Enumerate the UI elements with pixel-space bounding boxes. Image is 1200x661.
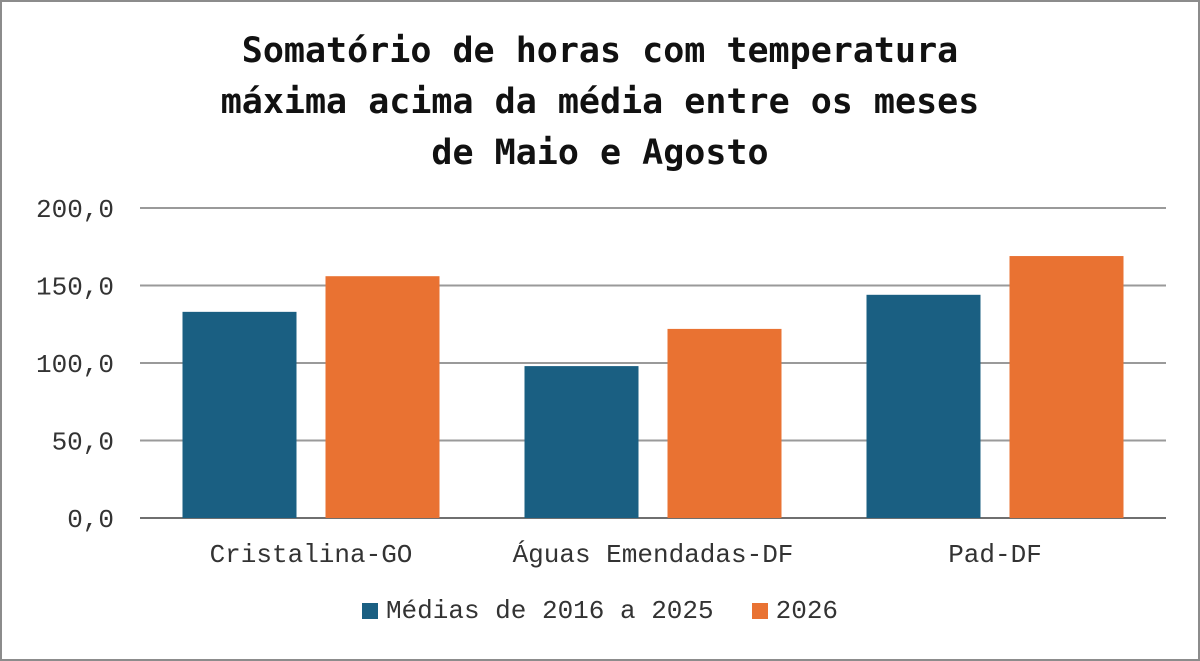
x-axis-categories: Cristalina-GO Águas Emendadas-DF Pad-DF <box>210 540 1042 570</box>
y-tick-label: 100,0 <box>36 350 114 380</box>
bar-series-1 <box>524 366 639 518</box>
bar-series-2 <box>1009 256 1124 518</box>
legend-swatch-series-2 <box>751 603 768 619</box>
bar-series-2 <box>667 328 782 518</box>
chart-title: Somatório de horas com temperatura máxim… <box>220 31 980 173</box>
x-category-label: Pad-DF <box>948 540 1042 570</box>
bar-series-2 <box>325 276 440 518</box>
legend-swatch-series-1 <box>361 603 378 619</box>
y-tick-label: 50,0 <box>52 428 114 458</box>
y-tick-label: 150,0 <box>36 273 114 303</box>
y-tick-label: 0,0 <box>67 505 114 535</box>
legend-label-series-2: 2026 <box>775 596 839 626</box>
gridlines <box>140 207 1166 519</box>
y-tick-label: 200,0 <box>36 195 114 225</box>
x-category-label: Águas Emendadas-DF <box>513 540 794 570</box>
legend-label-series-1: Médias de 2016 a 2025 <box>385 596 714 626</box>
legend: Médias de 2016 a 2025 2026 <box>2 596 1198 626</box>
bar-series-1 <box>182 311 297 518</box>
x-category-label: Cristalina-GO <box>210 540 413 570</box>
bar-series-1 <box>866 294 981 518</box>
legend-item-series-1: Médias de 2016 a 2025 <box>361 596 714 626</box>
legend-item-series-2: 2026 <box>751 596 839 626</box>
y-axis-ticks: 0,0 50,0 100,0 150,0 200,0 <box>36 195 114 535</box>
bars <box>182 256 1124 518</box>
